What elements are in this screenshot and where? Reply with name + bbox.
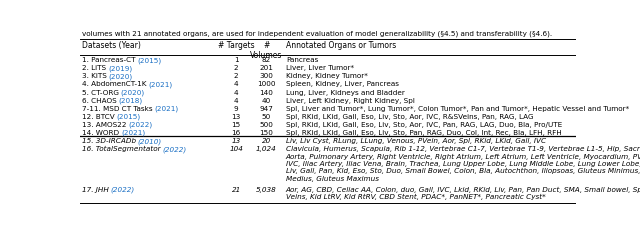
Text: Kidney, Kidney Tumor*: Kidney, Kidney Tumor* <box>286 73 368 79</box>
Text: (2010): (2010) <box>138 138 162 145</box>
Text: 17. JHH: 17. JHH <box>81 186 111 193</box>
Text: 947: 947 <box>260 106 273 112</box>
Text: (2021): (2021) <box>121 130 145 136</box>
Text: 2: 2 <box>234 73 239 79</box>
Text: 21: 21 <box>232 186 241 193</box>
Text: (2020): (2020) <box>109 73 133 80</box>
Text: 150: 150 <box>260 130 273 136</box>
Text: 9: 9 <box>234 106 239 112</box>
Text: #
Volumes: # Volumes <box>250 41 283 60</box>
Text: Liv, Liv Cyst, RLung, LLung, Venous, PVein, Aor, Spl, RKid, LKid, Gall, IVC: Liv, Liv Cyst, RLung, LLung, Venous, PVe… <box>286 138 546 144</box>
Text: Datasets (Year): Datasets (Year) <box>81 41 140 50</box>
Text: volumes with 21 annotated organs, are used for independent evaluation of model g: volumes with 21 annotated organs, are us… <box>81 31 552 38</box>
Text: 20: 20 <box>262 138 271 144</box>
Text: 50: 50 <box>262 114 271 120</box>
Text: (2018): (2018) <box>118 98 143 104</box>
Text: 40: 40 <box>262 98 271 103</box>
Text: # Targets: # Targets <box>218 41 255 50</box>
Text: 500: 500 <box>260 122 273 128</box>
Text: 6. CHAOS: 6. CHAOS <box>81 98 118 103</box>
Text: 82: 82 <box>262 57 271 63</box>
Text: Spl, RKid, LKid, Gall, Eso, Liv, Sto, Aor, IVC, R&SVeins, Pan, RAG, LAG: Spl, RKid, LKid, Gall, Eso, Liv, Sto, Ao… <box>286 114 534 120</box>
Text: Annotated Organs or Tumors: Annotated Organs or Tumors <box>286 41 396 50</box>
Text: 7-11. MSD CT Tasks: 7-11. MSD CT Tasks <box>81 106 154 112</box>
Text: 16: 16 <box>232 130 241 136</box>
Text: 201: 201 <box>260 65 273 71</box>
Text: (2022): (2022) <box>128 122 152 128</box>
Text: 1: 1 <box>234 57 239 63</box>
Text: 2: 2 <box>234 65 239 71</box>
Text: (2021): (2021) <box>154 106 179 112</box>
Text: 4. AbdomenCT-1K: 4. AbdomenCT-1K <box>81 81 148 87</box>
Text: Liver, Left Kidney, Right Kidney, Spl: Liver, Left Kidney, Right Kidney, Spl <box>286 98 415 103</box>
Text: 5. CT-ORG: 5. CT-ORG <box>81 90 121 96</box>
Text: Spleen, Kidney, Liver, Pancreas: Spleen, Kidney, Liver, Pancreas <box>286 81 399 87</box>
Text: 1,024: 1,024 <box>256 146 277 152</box>
Text: 16. TotalSegmentator: 16. TotalSegmentator <box>81 146 163 152</box>
Text: (2022): (2022) <box>163 146 187 153</box>
Text: 15. 3D-IRCADb: 15. 3D-IRCADb <box>81 138 138 144</box>
Text: (2021): (2021) <box>148 81 172 88</box>
Text: Pancreas: Pancreas <box>286 57 318 63</box>
Text: 4: 4 <box>234 90 239 96</box>
Text: 4: 4 <box>234 81 239 87</box>
Text: 2. LiTS: 2. LiTS <box>81 65 108 71</box>
Text: Spl, Liver and Tumor*, Lung Tumor*, Colon Tumor*, Pan and Tumor*, Hepatic Vessel: Spl, Liver and Tumor*, Lung Tumor*, Colo… <box>286 106 629 112</box>
Text: 13: 13 <box>232 138 241 144</box>
Text: Spl, RKid, LKid, Gall, Eso, Liv, Sto, Aor, IVC, Pan, RAG, LAG, Duo, Bla, Pro/UTE: Spl, RKid, LKid, Gall, Eso, Liv, Sto, Ao… <box>286 122 562 128</box>
Text: 1. Pancreas-CT: 1. Pancreas-CT <box>81 57 138 63</box>
Text: Lung, Liver, Kidneys and Bladder: Lung, Liver, Kidneys and Bladder <box>286 90 404 96</box>
Text: 5,038: 5,038 <box>256 186 277 193</box>
Text: 13: 13 <box>232 114 241 120</box>
Text: 104: 104 <box>229 146 243 152</box>
Text: 15: 15 <box>232 122 241 128</box>
Text: 13. AMOS22: 13. AMOS22 <box>81 122 128 128</box>
Text: Clavicula, Humerus, Scapula, Rib 1-12, Vertebrae C1-7, Vertebrae T1-9, Vertebrae: Clavicula, Humerus, Scapula, Rib 1-12, V… <box>286 146 640 182</box>
Text: (2022): (2022) <box>111 186 135 193</box>
Text: 12. BTCV: 12. BTCV <box>81 114 116 120</box>
Text: Liver, Liver Tumor*: Liver, Liver Tumor* <box>286 65 354 71</box>
Text: (2019): (2019) <box>108 65 132 72</box>
Text: Aor, AG, CBD, Celiac AA, Colon, duo, Gall, IVC, Lkid, RKid, Liv, Pan, Pan Duct, : Aor, AG, CBD, Celiac AA, Colon, duo, Gal… <box>286 186 640 200</box>
Text: 140: 140 <box>260 90 273 96</box>
Text: 300: 300 <box>260 73 273 79</box>
Text: 4: 4 <box>234 98 239 103</box>
Text: Spl, RKid, LKid, Gall, Eso, Liv, Sto, Pan, RAG, Duo, Col, Int, Rec, Bla, LFH, RF: Spl, RKid, LKid, Gall, Eso, Liv, Sto, Pa… <box>286 130 561 136</box>
Text: (2015): (2015) <box>138 57 161 64</box>
Text: (2020): (2020) <box>121 90 145 96</box>
Text: (2015): (2015) <box>116 114 141 120</box>
Text: 1000: 1000 <box>257 81 276 87</box>
Text: 14. WORD: 14. WORD <box>81 130 121 136</box>
Text: 3. KiTS: 3. KiTS <box>81 73 109 79</box>
